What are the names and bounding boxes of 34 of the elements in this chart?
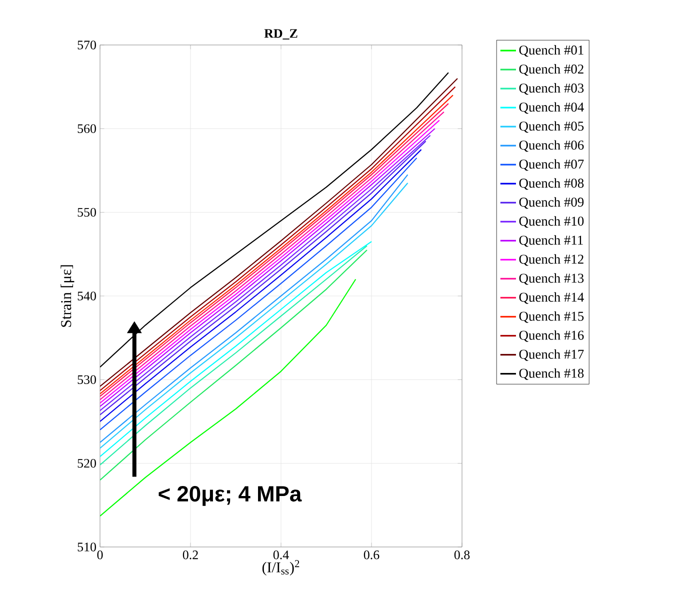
y-tick-label: 520 [78, 458, 96, 468]
annotation: < 20με; 4 MPa [158, 486, 302, 506]
y-axis-title: Strain [με] [60, 265, 74, 327]
y-tick-label: 550 [78, 208, 96, 217]
legend-label: Quench #08 [519, 178, 584, 190]
legend-label: Quench #03 [519, 83, 584, 95]
legend-label: Quench #18 [519, 368, 584, 380]
legend-label: Quench #07 [519, 159, 584, 171]
x-tick-label: 0.4 [273, 550, 289, 560]
chart-title: RD_Z [264, 29, 298, 40]
y-tick-label: 570 [78, 40, 96, 50]
x-tick-label: 0.6 [364, 550, 380, 560]
x-tick-label: 0 [97, 550, 103, 560]
y-tick-label: 510 [78, 542, 96, 552]
legend-label: Quench #14 [519, 292, 584, 304]
legend-label: Quench #06 [519, 140, 584, 152]
y-tick-label: 530 [78, 375, 96, 384]
legend-label: Quench #16 [519, 330, 584, 342]
legend-label: Quench #12 [519, 254, 584, 266]
legend-label: Quench #02 [519, 64, 584, 76]
legend-label: Quench #11 [519, 235, 583, 247]
y-tick-label: 540 [78, 292, 96, 300]
legend-label: Quench #01 [519, 45, 584, 57]
legend-label: Quench #13 [519, 273, 584, 285]
legend-label: Quench #10 [519, 216, 584, 228]
legend-label: Quench #17 [519, 349, 584, 361]
legend-label: Quench #09 [519, 197, 584, 209]
x-axis-title: (I/I$_{ss}$)$^{2}$ [262, 560, 300, 576]
legend-label: Quench #15 [519, 311, 584, 323]
x-tick-label: 0.2 [182, 550, 198, 560]
y-tick-label: 560 [78, 124, 96, 134]
legend-label: Quench #05 [519, 121, 584, 133]
x-tick-label: 0.8 [454, 550, 470, 560]
legend-label: Quench #04 [519, 102, 584, 114]
